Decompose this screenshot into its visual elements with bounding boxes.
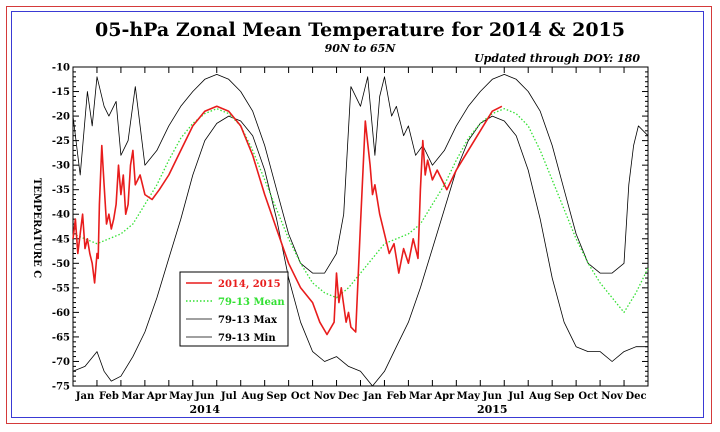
series-line-3 (72, 115, 648, 387)
legend-label: 79-13 Max (218, 315, 278, 326)
y-tick-label: -70 (52, 357, 70, 368)
x-tick-label: Jan (75, 391, 95, 402)
x-tick-label: Sep (554, 391, 575, 402)
x-tick-label: Feb (386, 391, 406, 402)
x-tick-label: May (169, 391, 194, 402)
series-line-2 (72, 74, 649, 274)
y-tick-label: -55 (52, 283, 70, 294)
y-tick-label: -60 (52, 308, 70, 319)
x-tick-label: Aug (241, 391, 264, 402)
y-tick-label: -35 (52, 185, 70, 196)
x-tick-label: Oct (291, 391, 311, 402)
x-tick-label: Jul (507, 391, 524, 402)
plot-area: -10 -15 -20 -25 -30 -35 -40 -45 -50 -55 -60 -65 -70 -… (52, 63, 649, 416)
year-label: 2015 (477, 403, 508, 416)
year-label: 2014 (189, 403, 220, 416)
x-tick-label: Jan (362, 391, 382, 402)
series-line-1 (72, 108, 649, 314)
inner-frame (11, 11, 704, 418)
y-tick-label: -25 (52, 136, 70, 147)
x-tick-label: Jun (482, 391, 503, 402)
legend-label: 79-13 Min (218, 333, 276, 344)
x-tick-label: Apr (433, 391, 455, 402)
y-tick-label: -50 (52, 259, 70, 270)
x-tick-label: Sep (266, 391, 287, 402)
y-tick-label: -20 (52, 112, 70, 123)
x-tick-label: Feb (99, 391, 119, 402)
x-tick-label: Dec (338, 391, 359, 402)
x-tick-label: May (457, 391, 482, 402)
series-line-0 (72, 105, 503, 336)
y-tick-label: -10 (52, 63, 70, 74)
outer-frame (6, 6, 712, 424)
y-axis-label: TEMPERATURE C (31, 178, 42, 278)
y-tick-label: -15 (52, 87, 70, 98)
chart-title: 05-hPa Zonal Mean Temperature for 2014 &… (95, 19, 625, 41)
legend-label: 79-13 Mean (218, 297, 285, 308)
x-tick-label: Dec (625, 391, 646, 402)
update-annotation: Updated through DOY: 180 (474, 52, 640, 65)
x-tick-label: Mar (409, 391, 433, 402)
y-tick-label: -65 (52, 332, 70, 343)
chart-subtitle: 90N to 65N (325, 42, 397, 55)
x-tick-label: Apr (146, 391, 168, 402)
x-tick-label: Jun (194, 391, 215, 402)
x-tick-label: Nov (314, 391, 337, 402)
y-tick-label: -30 (52, 161, 70, 172)
x-tick-label: Jul (220, 391, 237, 402)
y-tick-label: -75 (52, 382, 70, 393)
x-tick-label: Nov (601, 391, 624, 402)
legend-label: 2014, 2015 (218, 279, 281, 290)
y-tick-label: -45 (52, 234, 70, 245)
x-tick-label: Mar (121, 391, 145, 402)
x-tick-label: Aug (528, 391, 551, 402)
x-tick-label: Oct (578, 391, 598, 402)
y-tick-label: -40 (52, 210, 70, 221)
legend-box (179, 271, 289, 347)
